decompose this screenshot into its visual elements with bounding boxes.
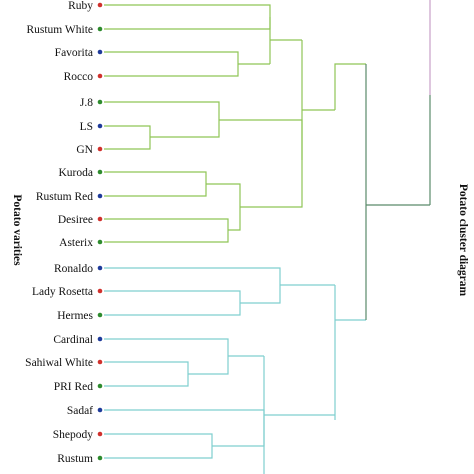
leaf-label: Rustum White (26, 24, 93, 36)
leaf-dot (97, 359, 103, 365)
dendrogram-branch (104, 218, 229, 243)
leaf-label: Rustum Red (36, 191, 93, 203)
leaf-dot (97, 216, 103, 222)
leaf-dot (97, 146, 103, 152)
dendrogram-branch (104, 4, 271, 30)
y-axis-title: Potato varities (11, 194, 23, 266)
leaf-label: Ronaldo (54, 263, 93, 275)
leaf-label: GN (76, 144, 93, 156)
dendrogram-branch (104, 290, 241, 316)
leaf-dot (97, 336, 103, 342)
leaf-label: Rocco (64, 71, 94, 83)
leaf-dot (97, 26, 103, 32)
dendrogram-branch (104, 125, 151, 150)
leaf-label: Cardinal (53, 334, 93, 346)
dendrogram-branch (104, 433, 213, 459)
leaf-dot (97, 169, 103, 175)
leaf-label: Favorita (55, 47, 93, 59)
dendrogram-branch (104, 361, 189, 387)
dendrogram-branch (104, 409, 265, 447)
leaf-label: Rustum (57, 453, 93, 465)
leaf-dot (97, 2, 103, 8)
dendrogram-branches (104, 0, 431, 474)
leaf-label: Sadaf (67, 405, 93, 417)
dendrogram-branch (219, 119, 303, 208)
leaf-label: LS (80, 121, 93, 133)
dendrogram-branch (104, 51, 239, 77)
leaf-dot (97, 99, 103, 105)
leaf-dot (97, 265, 103, 271)
dendrogram-branch (104, 338, 229, 375)
dendrogram-branch (104, 101, 220, 138)
leaf-dot (97, 193, 103, 199)
dendrogram-branch (104, 171, 207, 197)
leaf-label: Desiree (58, 214, 93, 226)
leaf-dot (97, 407, 103, 413)
leaf-label: Hermes (57, 310, 93, 322)
leaf-label: Shepody (53, 429, 94, 441)
leaf-label: J.8 (80, 97, 93, 109)
leaf-dot (97, 288, 103, 294)
leaf-dot (97, 123, 103, 129)
dendrogram-branch (206, 183, 241, 231)
leaf-dot (97, 73, 103, 79)
leaf-dot (97, 49, 103, 55)
leaf-label: Lady Rosetta (32, 286, 93, 298)
leaf-markers (97, 2, 103, 461)
dendrogram-branch (334, 63, 366, 110)
leaf-dot (97, 431, 103, 437)
leaf-label: Asterix (59, 237, 93, 249)
leaf-dot (97, 383, 103, 389)
right-title: Potato cluster diagram (457, 184, 469, 297)
leaf-label: Sahiwal White (25, 357, 93, 369)
leaf-label: Kuroda (59, 167, 94, 179)
leaf-dot (97, 312, 103, 318)
dendrogram-branch (104, 267, 281, 304)
leaf-label: PRI Red (54, 381, 94, 393)
leaf-dot (97, 455, 103, 461)
leaf-dot (97, 239, 103, 245)
leaf-labels: Ruby Rustum White Favorita Rocco J.8 LS GN Kuro… (25, 0, 94, 465)
leaf-label: Ruby (68, 0, 93, 12)
